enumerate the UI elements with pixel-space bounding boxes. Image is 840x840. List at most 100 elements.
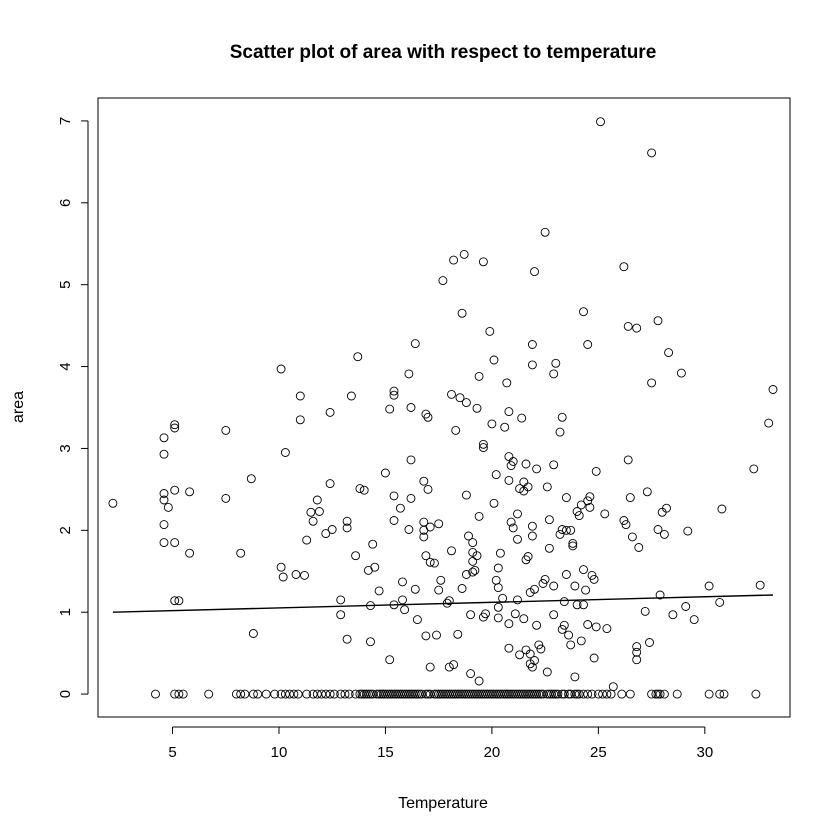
data-point — [602, 624, 612, 634]
data-point — [502, 378, 512, 388]
data-point — [598, 689, 608, 699]
data-point — [393, 689, 403, 699]
data-point — [640, 606, 650, 616]
data-point — [346, 391, 356, 401]
data-point — [306, 507, 316, 517]
data-point — [527, 340, 537, 349]
data-point — [108, 498, 118, 508]
data-point — [400, 689, 410, 699]
data-point — [515, 484, 525, 494]
data-point — [591, 466, 601, 476]
data-point — [293, 689, 303, 699]
x-axis-label: Temperature — [398, 795, 488, 812]
data-point — [314, 507, 324, 516]
data-point — [368, 539, 378, 549]
data-point — [715, 689, 725, 699]
data-point — [406, 493, 416, 503]
data-point — [359, 485, 369, 495]
data-point — [632, 647, 642, 657]
data-point — [248, 629, 258, 638]
data-point — [544, 543, 554, 553]
data-point — [447, 389, 456, 399]
y-tick-label: 1 — [57, 608, 74, 616]
data-point — [380, 689, 390, 699]
data-point — [398, 595, 407, 605]
data-point — [321, 529, 331, 539]
y-tick-label: 2 — [57, 526, 74, 534]
data-point — [655, 689, 665, 699]
data-point — [495, 689, 505, 699]
data-point — [385, 404, 395, 414]
data-point — [472, 403, 482, 413]
data-point — [459, 689, 469, 699]
x-tick-label: 15 — [377, 744, 394, 761]
data-point — [527, 521, 537, 531]
data-point — [487, 419, 497, 429]
data-point — [302, 535, 312, 545]
data-point — [159, 520, 169, 530]
data-point — [389, 491, 399, 501]
data-point — [457, 689, 467, 699]
y-tick-label: 3 — [57, 444, 74, 452]
data-point — [664, 348, 674, 358]
data-point — [625, 493, 635, 503]
data-point — [434, 689, 444, 699]
data-point — [704, 689, 714, 699]
data-point — [536, 689, 546, 699]
data-point — [280, 689, 290, 699]
data-point — [464, 531, 473, 541]
data-point — [544, 515, 554, 525]
data-point — [174, 689, 184, 699]
data-point — [566, 689, 576, 699]
data-point — [559, 597, 569, 607]
data-point — [419, 532, 429, 542]
data-point — [474, 371, 484, 381]
data-point — [285, 689, 295, 699]
y-tick-label: 6 — [57, 199, 74, 207]
data-point — [576, 500, 586, 510]
data-point — [276, 562, 286, 572]
data-point — [455, 689, 465, 699]
x-tick-label: 30 — [696, 744, 713, 761]
data-point — [359, 689, 369, 699]
data-point — [185, 548, 195, 558]
data-point — [559, 689, 569, 699]
data-point — [659, 529, 669, 539]
data-point — [468, 689, 478, 699]
data-point — [632, 655, 642, 665]
data-point — [623, 455, 633, 465]
data-point — [542, 667, 552, 677]
data-point — [557, 412, 567, 422]
data-point — [504, 643, 514, 653]
data-point — [525, 689, 535, 699]
data-point — [749, 464, 759, 474]
data-point — [523, 482, 533, 492]
data-point — [527, 689, 537, 699]
data-point — [561, 570, 571, 579]
data-point — [574, 689, 584, 699]
y-tick-label: 5 — [57, 281, 74, 289]
data-point — [485, 326, 495, 336]
x-axis: 5 10 15 20 25 30 — [168, 726, 713, 761]
data-point — [632, 642, 642, 652]
data-point — [336, 610, 346, 620]
data-point — [468, 556, 478, 566]
data-point — [312, 689, 322, 699]
data-point — [436, 575, 446, 585]
data-point — [481, 689, 490, 699]
data-point — [372, 689, 382, 699]
data-point — [632, 323, 642, 333]
data-point — [623, 321, 633, 331]
data-point — [474, 676, 484, 686]
data-point — [461, 570, 471, 579]
data-point — [519, 689, 529, 699]
data-point — [544, 689, 554, 699]
data-point — [434, 519, 444, 529]
data-point — [647, 689, 657, 699]
data-point — [510, 689, 520, 699]
data-point — [276, 689, 286, 699]
data-point — [344, 689, 354, 699]
data-point — [374, 586, 384, 596]
data-point — [542, 689, 552, 699]
data-point — [355, 484, 365, 494]
